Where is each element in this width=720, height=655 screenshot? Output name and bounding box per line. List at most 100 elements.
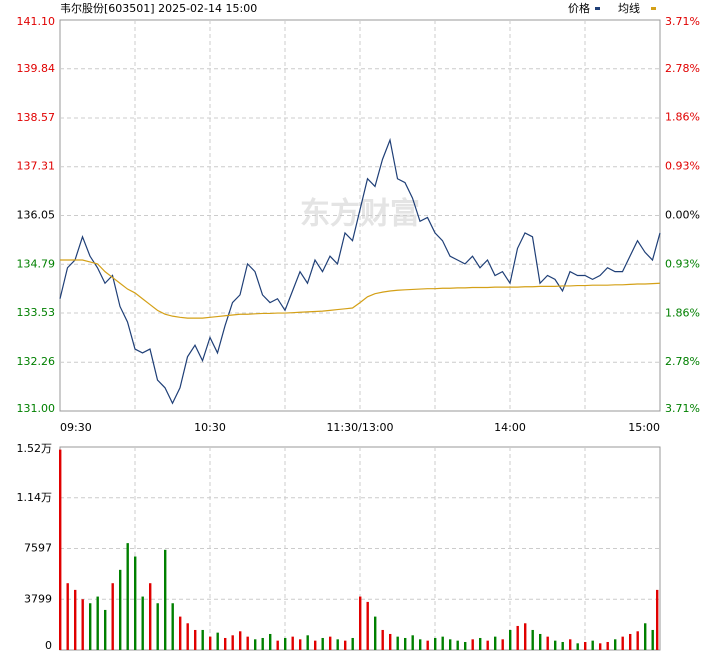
volume-bar <box>66 583 69 650</box>
volume-bar <box>171 603 174 650</box>
volume-bar <box>411 635 414 650</box>
volume-bar <box>351 637 354 650</box>
volume-bar <box>539 633 542 650</box>
legend-swatch <box>595 7 600 10</box>
volume-tick-label: 1.14万 <box>17 491 53 504</box>
volume-tick-label: 3799 <box>24 592 52 605</box>
volume-bar <box>269 633 272 650</box>
volume-bar <box>254 639 257 650</box>
volume-bar <box>621 636 624 650</box>
volume-bar <box>179 616 182 650</box>
volume-bar <box>471 639 474 650</box>
volume-bar <box>614 639 617 650</box>
volume-bar <box>111 583 114 650</box>
volume-bar <box>306 635 309 650</box>
volume-bar <box>201 629 204 650</box>
volume-bar <box>224 637 227 650</box>
y2-tick-label: 2.78% <box>665 355 700 368</box>
volume-bar <box>396 636 399 650</box>
volume-bar <box>389 633 392 650</box>
volume-bar <box>336 639 339 650</box>
volume-bar <box>464 641 467 650</box>
y-tick-label: 136.05 <box>17 209 56 222</box>
price-line <box>60 259 661 319</box>
volume-bar <box>546 636 549 650</box>
legend-label: 价格 <box>568 1 590 15</box>
volume-bar <box>516 625 519 650</box>
volume-bar <box>134 556 137 650</box>
y2-tick-label: 3.71% <box>665 402 700 415</box>
volume-bar <box>509 629 512 650</box>
volume-bar <box>299 639 302 650</box>
y2-tick-label: 1.86% <box>665 110 700 123</box>
x-tick-label: 14:00 <box>494 421 526 434</box>
volume-bar <box>96 596 99 650</box>
volume-bar <box>599 643 602 650</box>
volume-bar <box>531 629 534 650</box>
volume-bar <box>321 637 324 650</box>
volume-bar <box>561 641 564 650</box>
legend-label: 均线 <box>618 1 640 15</box>
volume-bar <box>449 639 452 650</box>
volume-bar <box>156 603 159 650</box>
volume-tick-label: 1.52万 <box>17 442 53 455</box>
volume-bar <box>314 640 317 650</box>
volume-tick-label: 7597 <box>24 542 52 555</box>
volume-bar <box>554 640 557 650</box>
volume-bar <box>231 635 234 650</box>
y2-tick-label: 0.93% <box>665 159 700 172</box>
volume-bar <box>501 639 504 650</box>
volume-bar <box>209 636 212 650</box>
volume-bar <box>441 636 444 650</box>
legend-swatch <box>651 7 656 10</box>
volume-bar <box>374 616 377 650</box>
volume-bar <box>419 639 422 650</box>
volume-bar <box>89 603 92 650</box>
volume-bar <box>486 640 489 650</box>
volume-bar <box>404 637 407 650</box>
volume-bar <box>629 633 632 650</box>
x-tick-label: 11:30/13:00 <box>326 421 393 434</box>
volume-bar <box>651 629 654 650</box>
volume-bar <box>606 641 609 650</box>
volume-bar <box>644 623 647 650</box>
y-tick-label: 133.53 <box>17 306 56 319</box>
volume-bar <box>149 583 152 650</box>
chart-title: 韦尔股份[603501] 2025-02-14 15:00 <box>60 2 257 15</box>
price-line <box>59 137 661 405</box>
volume-bar <box>141 596 144 650</box>
y-tick-label: 137.31 <box>17 160 56 173</box>
volume-bar <box>276 640 279 650</box>
volume-bar <box>284 637 287 650</box>
y2-tick-label: 0.00% <box>665 209 700 222</box>
volume-bar <box>329 636 332 650</box>
volume-bar <box>119 569 122 650</box>
volume-bar <box>194 629 197 650</box>
volume-bar <box>359 596 362 650</box>
y2-tick-label: 3.71% <box>665 15 700 28</box>
volume-bar <box>591 640 594 650</box>
y-tick-label: 138.57 <box>17 111 56 124</box>
y-tick-label: 134.79 <box>17 257 56 270</box>
volume-bar <box>344 640 347 650</box>
volume-bar <box>104 609 107 650</box>
volume-bar <box>239 631 242 650</box>
volume-bar <box>261 637 264 650</box>
y-tick-label: 141.10 <box>17 15 56 28</box>
volume-bar <box>291 636 294 650</box>
volume-bar <box>381 629 384 650</box>
y-tick-label: 131.00 <box>17 402 56 415</box>
y2-tick-label: 0.93% <box>665 258 700 271</box>
volume-bar <box>494 636 497 650</box>
volume-bar <box>569 639 572 650</box>
y2-tick-label: 2.78% <box>665 62 700 75</box>
volume-bar <box>524 623 527 650</box>
volume-bar <box>216 632 219 650</box>
volume-bar <box>126 543 129 650</box>
x-tick-label: 10:30 <box>194 421 226 434</box>
volume-bar <box>59 449 62 650</box>
volume-bar <box>186 623 189 650</box>
x-tick-label: 09:30 <box>60 421 92 434</box>
volume-tick-label: 0 <box>45 639 52 652</box>
